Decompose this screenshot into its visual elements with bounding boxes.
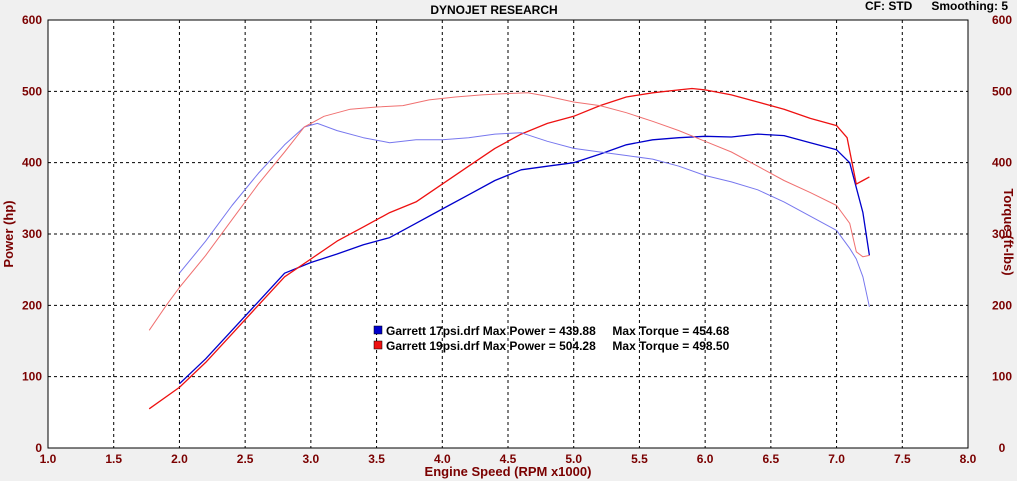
x-tick-label: 6.0 xyxy=(697,452,714,466)
y-axis-label-right: Torque (ft-lbs) xyxy=(1001,188,1016,275)
legend-swatch-19psi xyxy=(373,340,383,350)
x-tick-label: 2.0 xyxy=(171,452,188,466)
y-tick-label-right: 400 xyxy=(992,156,1012,170)
x-tick-label: 5.0 xyxy=(565,452,582,466)
y-tick-label-right: 0 xyxy=(999,441,1006,455)
x-tick-label: 1.0 xyxy=(40,452,57,466)
y-axis-label-left: Power (hp) xyxy=(1,200,16,267)
x-tick-label: 8.0 xyxy=(960,452,977,466)
y-tick-label-left: 200 xyxy=(22,298,42,312)
x-tick-label: 1.5 xyxy=(105,452,122,466)
y-tick-label-left: 500 xyxy=(22,84,42,98)
series-lines xyxy=(148,87,871,410)
y-tick-label-left: 300 xyxy=(22,227,42,241)
y-tick-label-right: 200 xyxy=(992,298,1012,312)
y-tick-label-right: 100 xyxy=(992,370,1012,384)
legend-swatch-17psi xyxy=(373,325,383,335)
legend: Garrett 17psi.drf Max Power = 439.88 Max… xyxy=(373,324,730,353)
x-tick-label: 6.5 xyxy=(763,452,780,466)
legend-text-19psi: Garrett 19psi.drf Max Power = 504.28 Max… xyxy=(386,339,730,353)
x-axis-label: Engine Speed (RPM x1000) xyxy=(425,464,592,479)
y-tick-label-right: 500 xyxy=(992,84,1012,98)
x-tick-label: 4.5 xyxy=(500,452,517,466)
x-tick-label: 2.5 xyxy=(237,452,254,466)
legend-text-17psi: Garrett 17psi.drf Max Power = 439.88 Max… xyxy=(386,324,730,338)
y-tick-label-right: 300 xyxy=(992,227,1012,241)
series-line-torque-19psi xyxy=(148,92,870,331)
x-tick-label: 7.5 xyxy=(894,452,911,466)
chart-title: DYNOJET RESEARCH xyxy=(430,3,557,17)
series-line-power-19psi xyxy=(148,87,870,410)
x-tick-label: 3.0 xyxy=(303,452,320,466)
series-line-power-17psi xyxy=(178,133,871,385)
cf-label: CF: STD xyxy=(865,0,913,13)
smoothing-label: Smoothing: 5 xyxy=(931,0,1008,13)
x-tick-label: 7.0 xyxy=(828,452,845,466)
x-tick-label: 3.5 xyxy=(368,452,385,466)
tick-labels: 1.0 1.5 2.0 2.5 3.0 3.5 4.0 4.5 5.0 5.5 6.0 6.5 7.0 7… xyxy=(22,13,1012,466)
y-tick-label-right: 600 xyxy=(992,13,1012,27)
y-tick-label-left: 100 xyxy=(22,370,42,384)
y-tick-label-left: 600 xyxy=(22,13,42,27)
x-tick-label: 5.5 xyxy=(631,452,648,466)
y-tick-label-left: 0 xyxy=(35,441,42,455)
x-tick-label: 4.0 xyxy=(434,452,451,466)
grid xyxy=(48,20,968,448)
y-tick-label-left: 400 xyxy=(22,156,42,170)
